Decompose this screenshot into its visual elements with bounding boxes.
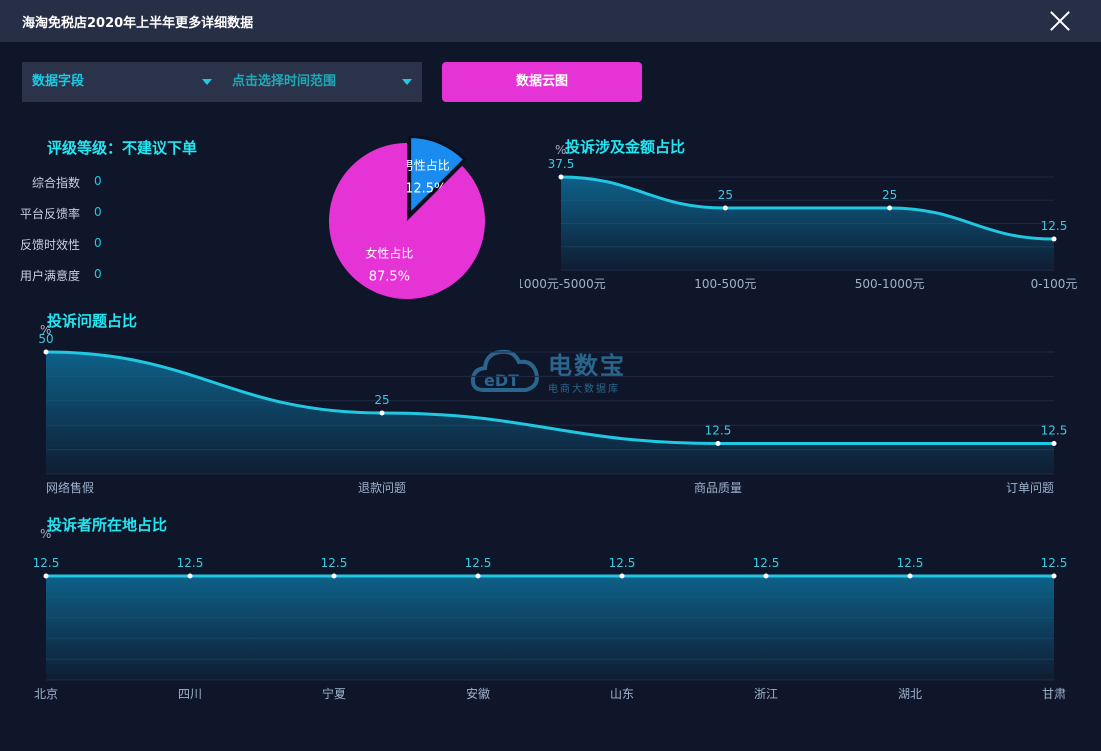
filter-bar: 数据字段 点击选择时间范围 — [22, 62, 422, 102]
data-point — [43, 349, 49, 355]
chevron-down-icon — [202, 79, 212, 85]
category-tick-label: 退款问题 — [358, 481, 406, 495]
amount-area-chart: 37.5 1000元-5000元 25 100-500元 25 500-1000元 12.5… — [520, 138, 1078, 291]
rating-title: 评级等级：不建议下单 — [47, 139, 198, 157]
time-range-select[interactable]: 点击选择时间范围 — [232, 62, 412, 102]
data-point — [763, 573, 769, 579]
pie-slice-value: 87.5% — [369, 269, 410, 284]
data-point — [379, 410, 385, 416]
data-point — [558, 174, 564, 180]
chart-title: 投诉问题占比 — [47, 312, 137, 330]
metric-value: 0 — [94, 236, 102, 250]
chart-title: 投诉涉及金额占比 — [565, 138, 685, 156]
category-tick-label: 500-1000元 — [855, 277, 925, 291]
metric-label: 用户满意度 — [19, 269, 80, 283]
data-point — [715, 441, 721, 446]
metric-label: 平台反馈率 — [19, 207, 80, 221]
data-point — [1051, 573, 1057, 579]
window-title: 海淘免税店2020年上半年更多详细数据 — [22, 16, 254, 31]
area-fill — [561, 177, 1054, 270]
category-tick-label: 0-100元 — [1031, 277, 1078, 291]
data-point — [887, 205, 893, 211]
data-label: 12.5 — [465, 556, 492, 570]
series-line — [45, 350, 1054, 446]
watermark-logo-text: eDT — [484, 371, 519, 390]
category-tick-label: 四川 — [178, 687, 202, 701]
category-tick-label: 宁夏 — [322, 686, 346, 701]
y-axis-unit: % — [555, 143, 566, 157]
category-tick-label: 山东 — [610, 687, 634, 701]
data-point — [1051, 441, 1057, 446]
pie-slice-label: 男性占比 — [402, 158, 450, 173]
data-label: 12.5 — [177, 556, 204, 570]
data-label: 12.5 — [1041, 424, 1068, 438]
data-cloud-button[interactable]: 数据云图 — [442, 62, 642, 102]
data-label: 12.5 — [705, 424, 732, 438]
category-tick-label: 100-500元 — [694, 277, 756, 291]
area-fill — [46, 576, 1054, 680]
data-label: 12.5 — [1041, 219, 1068, 233]
category-tick-label: 网络售假 — [46, 480, 94, 495]
data-point — [475, 573, 481, 579]
close-icon[interactable] — [1047, 8, 1073, 34]
category-tick-label: 安徽 — [466, 686, 490, 701]
data-label: 25 — [374, 393, 389, 407]
series-line — [560, 175, 1055, 241]
data-label: 25 — [718, 188, 733, 202]
data-label: 37.5 — [548, 157, 575, 171]
data-label: 25 — [882, 188, 897, 202]
pie-slice-label: 女性占比 — [365, 245, 413, 260]
data-field-select[interactable]: 数据字段 — [32, 62, 212, 102]
data-point — [187, 573, 193, 579]
metric-label: 综合指数 — [31, 176, 80, 190]
title-bar: 海淘免税店2020年上半年更多详细数据 — [0, 0, 1101, 42]
data-label: 12.5 — [897, 556, 924, 570]
metric-value: 0 — [94, 205, 102, 219]
metric-value: 0 — [94, 174, 102, 188]
category-tick-label: 北京 — [34, 687, 58, 701]
chevron-down-icon — [402, 79, 412, 85]
chart-title: 投诉者所在地占比 — [47, 516, 167, 534]
data-label: 12.5 — [753, 556, 780, 570]
pie-slice — [408, 136, 467, 219]
category-tick-label: 订单问题 — [1006, 481, 1054, 495]
data-label: 12.5 — [609, 556, 636, 570]
watermark-name: 电数宝 — [548, 352, 626, 380]
data-label: 12.5 — [33, 556, 60, 570]
metric-value: 0 — [94, 267, 102, 281]
category-tick-label: 浙江 — [754, 687, 778, 701]
metric-label: 反馈时效性 — [19, 238, 80, 252]
data-label: 50 — [38, 332, 53, 346]
watermark-logo: eDT 电数宝 电商大数据库 — [470, 340, 640, 400]
data-point — [907, 573, 913, 579]
data-point — [331, 573, 337, 579]
data-label: 12.5 — [321, 556, 348, 570]
problem-area-chart: 50 网络售假 25 退款问题 12.5 商品质量 12.5 订单问题%投诉问题占比 — [38, 312, 1068, 495]
data-point — [1051, 236, 1057, 242]
pie-slice — [329, 143, 485, 299]
data-field-label: 数据字段 — [32, 74, 85, 89]
data-point — [722, 205, 728, 211]
location-area-chart: 12.5 北京 12.5 四川 12.5 宁夏 12.5 安徽 12.5 山东 12.5 浙江 12.5… — [33, 516, 1068, 701]
category-tick-label: 甘肃 — [1042, 687, 1066, 701]
y-axis-unit: % — [40, 527, 51, 541]
category-tick-label: 商品质量 — [694, 480, 742, 495]
data-point — [43, 573, 49, 579]
category-tick-label: 湖北 — [898, 686, 922, 701]
area-fill — [46, 352, 1054, 474]
time-range-label: 点击选择时间范围 — [232, 74, 337, 89]
watermark-subtitle: 电商大数据库 — [548, 384, 620, 395]
data-point — [619, 573, 625, 579]
y-axis-unit: % — [40, 323, 51, 337]
data-label: 12.5 — [1041, 556, 1068, 570]
category-tick-label: 1000元-5000元 — [520, 277, 606, 291]
